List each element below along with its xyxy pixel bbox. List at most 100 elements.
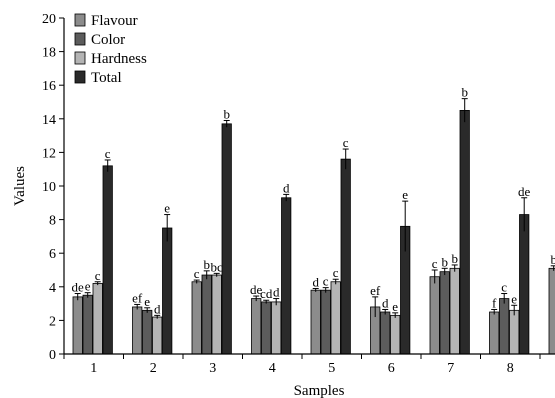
bar-total-5 — [340, 158, 351, 355]
significance-label-total-3: b — [223, 106, 230, 121]
bar-flavour-4 — [251, 298, 262, 355]
significance-label-hardness-4: d — [273, 285, 280, 300]
bar-flavour-9 — [548, 267, 555, 355]
bar-hardness-6 — [390, 314, 401, 355]
legend-label: Total — [91, 70, 122, 86]
significance-label-color-3: b — [203, 257, 210, 272]
error-bar-flavour-3 — [193, 279, 200, 284]
significance-label-flavour-1: de — [72, 280, 85, 295]
bar-hardness-2 — [152, 316, 163, 355]
legend-swatch — [74, 70, 86, 84]
error-bar-flavour-7 — [431, 269, 438, 284]
bar-color-2 — [142, 309, 153, 355]
significance-label-hardness-6: e — [392, 299, 398, 314]
y-tick-label-20: 20 — [42, 12, 56, 27]
significance-label-color-7: b — [441, 254, 448, 269]
bar-hardness-3 — [211, 274, 222, 355]
bar-hardness-1 — [92, 283, 103, 355]
y-tick-label-12: 12 — [42, 146, 56, 161]
x-tick-label-4: 4 — [269, 361, 276, 376]
bar-total-4 — [281, 197, 292, 355]
error-bar-color-1 — [84, 292, 91, 298]
bar-total-8 — [519, 214, 530, 355]
significance-label-total-4: d — [283, 180, 290, 195]
significance-label-total-8: de — [518, 184, 531, 199]
y-tick-label-0: 0 — [49, 348, 56, 363]
error-bar-flavour-5 — [312, 287, 319, 292]
significance-label-total-5: c — [343, 135, 349, 150]
error-bar-hardness-5 — [332, 278, 339, 285]
bar-total-7 — [459, 110, 470, 355]
error-bar-flavour-6 — [372, 296, 379, 318]
y-axis-title: Values — [12, 166, 28, 206]
significance-label-flavour-6: ef — [370, 283, 381, 298]
error-bar-total-1 — [104, 159, 111, 172]
error-bar-color-4 — [263, 299, 270, 304]
bar-color-6 — [380, 311, 391, 355]
y-tick-label-16: 16 — [42, 79, 56, 94]
x-tick-label-8: 8 — [507, 361, 514, 376]
error-bar-total-5 — [342, 148, 349, 170]
axes-layer: 024681012141618201234567891011 — [42, 12, 555, 376]
legend-label: Flavour — [91, 13, 138, 29]
significance-label-flavour-5: d — [312, 274, 319, 289]
significance-label-color-2: e — [144, 294, 150, 309]
error-bar-color-2 — [144, 307, 151, 313]
bar-color-1 — [82, 294, 93, 355]
error-bar-color-5 — [322, 287, 329, 293]
legend-entry-hardness: Hardness — [74, 51, 147, 67]
bar-total-1 — [102, 165, 113, 355]
legend-entry-color: Color — [74, 32, 125, 48]
significance-label-flavour-7: c — [432, 256, 438, 271]
significance-label-total-6: e — [402, 187, 408, 202]
bar-color-3 — [201, 274, 212, 355]
error-bar-flavour-9 — [550, 265, 555, 271]
error-bar-total-3 — [223, 119, 230, 128]
y-tick-label-2: 2 — [49, 314, 56, 329]
significance-label-hardness-7: b — [451, 251, 458, 266]
error-bar-color-3 — [203, 270, 210, 280]
x-tick-label-5: 5 — [328, 361, 335, 376]
error-bar-hardness-8 — [511, 304, 518, 316]
error-bar-flavour-4 — [253, 295, 260, 302]
bar-total-3 — [221, 123, 232, 355]
significance-label-hardness-2: d — [154, 301, 161, 316]
error-bar-hardness-1 — [94, 281, 101, 286]
significance-label-total-1: c — [105, 146, 111, 161]
significance-label-hardness-5: c — [333, 265, 339, 280]
bar-hardness-8 — [509, 309, 520, 355]
significance-label-hardness-3: bc — [211, 259, 224, 274]
y-tick-label-6: 6 — [49, 247, 56, 262]
legend-label: Hardness — [91, 51, 147, 67]
y-tick-label-10: 10 — [42, 180, 56, 195]
significance-label-color-4: cd — [260, 286, 273, 301]
error-bar-total-4 — [283, 193, 290, 202]
y-tick-label-14: 14 — [42, 113, 56, 128]
error-bar-total-8 — [521, 197, 528, 232]
error-bar-total-2 — [164, 214, 171, 242]
legend-swatch — [74, 13, 86, 27]
error-bar-flavour-8 — [491, 308, 498, 315]
significance-label-color-8: c — [501, 280, 507, 295]
bar-hardness-5 — [330, 281, 341, 355]
x-axis-title: Samples — [294, 383, 345, 398]
bar-color-5 — [320, 289, 331, 355]
error-bar-flavour-2 — [134, 303, 141, 310]
x-tick-label-6: 6 — [388, 361, 395, 376]
significance-label-color-1: e — [85, 279, 91, 294]
bar-hardness-4 — [271, 301, 282, 355]
bar-flavour-2 — [132, 306, 143, 355]
error-bar-hardness-3 — [213, 272, 220, 277]
x-tick-label-3: 3 — [209, 361, 216, 376]
y-tick-label-8: 8 — [49, 214, 56, 229]
error-bar-hardness-4 — [273, 298, 280, 306]
bar-flavour-5 — [310, 289, 321, 355]
legend-label: Color — [91, 32, 125, 48]
legend-swatch — [74, 32, 86, 46]
x-tick-label-1: 1 — [90, 361, 97, 376]
x-tick-label-2: 2 — [150, 361, 157, 376]
significance-label-color-6: d — [382, 295, 389, 310]
x-tick-label-7: 7 — [447, 361, 454, 376]
significance-label-hardness-1: c — [95, 268, 101, 283]
